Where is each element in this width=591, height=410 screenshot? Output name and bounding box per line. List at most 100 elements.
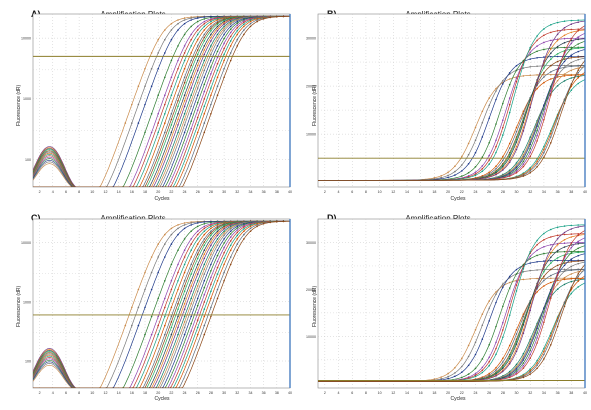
- curve-marker: [170, 321, 173, 323]
- curve-marker: [522, 324, 525, 326]
- curve-marker: [249, 224, 252, 226]
- x-tick-label: 4: [338, 391, 340, 395]
- curve-marker: [495, 353, 497, 356]
- plot-frame: [32, 218, 291, 389]
- curve-marker: [210, 315, 212, 318]
- curve-marker: [150, 271, 153, 274]
- curve-marker: [502, 367, 504, 369]
- curve-marker: [236, 234, 239, 237]
- curve-marker: [196, 290, 199, 292]
- curve-marker: [570, 261, 573, 263]
- curve-marker: [164, 280, 166, 282]
- curve-marker: [210, 306, 212, 309]
- curve-marker: [536, 249, 538, 252]
- curve-marker: [529, 269, 531, 272]
- curve-marker: [474, 329, 477, 331]
- curve-marker: [556, 74, 559, 77]
- curve-marker: [223, 242, 225, 244]
- baseline-curve: [33, 161, 93, 187]
- curve-marker: [522, 375, 525, 378]
- curve-marker: [570, 273, 573, 275]
- curve-marker: [461, 365, 463, 368]
- curve-marker: [474, 353, 477, 356]
- curve-marker: [210, 270, 212, 272]
- curve-marker: [502, 336, 504, 339]
- curve-marker: [223, 23, 225, 26]
- curve-marker: [577, 234, 579, 236]
- panel-letter-d: D): [327, 213, 337, 223]
- curve-marker: [570, 224, 573, 227]
- curve-marker: [203, 83, 206, 86]
- curve-marker: [522, 175, 525, 177]
- amplification-curve: [33, 15, 290, 187]
- curve-marker: [243, 223, 245, 226]
- curve-marker: [190, 268, 192, 270]
- curve-marker: [440, 175, 442, 177]
- curve-marker: [229, 226, 232, 229]
- curve-marker: [570, 242, 573, 245]
- curve-marker: [488, 97, 490, 99]
- curve-marker: [577, 43, 579, 45]
- curve-marker: [216, 297, 219, 300]
- curve-marker: [550, 132, 552, 135]
- y-tick-label: 20000: [306, 85, 316, 89]
- curve-marker: [196, 304, 199, 307]
- curve-marker: [543, 72, 545, 74]
- curve-marker: [229, 59, 232, 62]
- curve-marker: [157, 38, 159, 41]
- curve-marker: [164, 306, 166, 309]
- curve-marker: [196, 101, 199, 104]
- curve-marker: [550, 58, 552, 60]
- curve-marker: [223, 76, 225, 79]
- curve-marker: [210, 263, 212, 266]
- curve-marker: [124, 324, 127, 327]
- curve-marker: [190, 94, 192, 96]
- curve-marker: [543, 145, 545, 148]
- panel-c: C) Amplification Plots Fluorescence (dR)…: [0, 205, 295, 410]
- curve-marker: [177, 321, 179, 323]
- curve-marker: [488, 374, 490, 376]
- curve-marker: [563, 64, 566, 67]
- curve-marker: [536, 39, 538, 42]
- curve-marker: [550, 39, 552, 42]
- curve-marker: [190, 297, 192, 300]
- curve-marker: [454, 174, 456, 176]
- panel-letter-c: C): [31, 213, 41, 223]
- curve-marker: [522, 64, 525, 66]
- curve-marker: [183, 131, 186, 134]
- curve-marker: [570, 269, 573, 272]
- curve-marker: [556, 60, 559, 63]
- plot-c: 2 4 6 8 10 12 14 16 18 20 22 24 26 28 30 32 34 36 38 401001…: [21, 218, 292, 395]
- curve-marker: [216, 228, 219, 230]
- curve-marker: [467, 171, 470, 174]
- curve-marker: [577, 254, 579, 257]
- curve-marker: [183, 59, 186, 62]
- curve-marker: [190, 52, 192, 54]
- curve-marker: [577, 240, 579, 243]
- x-tick-label: 34: [248, 391, 252, 395]
- curve-marker: [474, 173, 477, 175]
- curve-marker: [183, 326, 186, 329]
- curve-marker: [210, 238, 212, 240]
- curve-marker: [502, 159, 504, 162]
- curve-marker: [243, 228, 245, 230]
- curve-marker: [190, 113, 192, 115]
- curve-marker: [556, 70, 559, 73]
- x-tick-label: 38: [275, 190, 279, 194]
- amplification-curve: [33, 15, 290, 187]
- curve-marker: [190, 100, 192, 102]
- curve-marker: [522, 271, 525, 273]
- curve-marker: [203, 308, 206, 310]
- curve-marker: [495, 173, 497, 176]
- curve-marker: [196, 249, 199, 251]
- curve-marker: [488, 307, 490, 310]
- curve-marker: [563, 34, 566, 37]
- curve-marker: [190, 38, 192, 41]
- curve-marker: [536, 342, 538, 344]
- curve-marker: [556, 238, 559, 240]
- curve-marker: [461, 357, 463, 360]
- curve-marker: [543, 315, 545, 318]
- curves-group: [318, 224, 585, 382]
- curve-marker: [210, 232, 212, 234]
- curve-marker: [563, 41, 566, 44]
